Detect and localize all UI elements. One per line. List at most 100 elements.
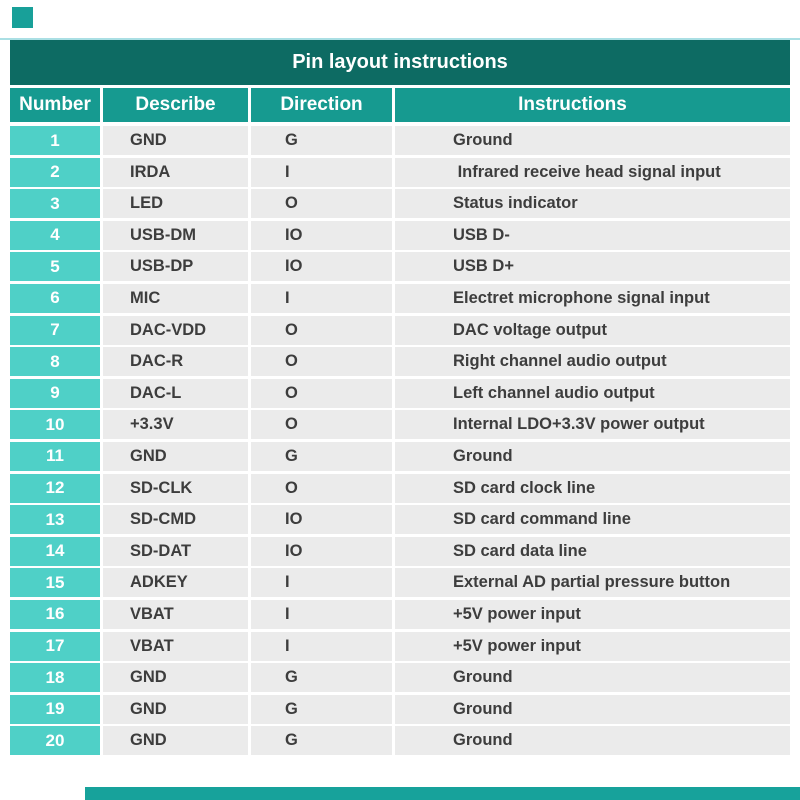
pin-layout-table: Pin layout instructions Number Describe … (10, 40, 790, 758)
pin-describe-cell: DAC-L (103, 378, 248, 408)
pin-number-cell: 11 (10, 441, 100, 471)
pin-instructions-cell: USB D+ (395, 252, 790, 282)
pin-describe-cell: SD-DAT (103, 536, 248, 566)
pin-number-cell: 19 (10, 694, 100, 724)
pin-instructions-cell: Right channel audio output (395, 347, 790, 377)
pin-number-cell: 18 (10, 663, 100, 693)
pin-instructions-cell: Left channel audio output (395, 378, 790, 408)
pin-number-cell: 6 (10, 283, 100, 313)
pin-describe-cell: +3.3V (103, 410, 248, 440)
pin-number-cell: 7 (10, 315, 100, 345)
pin-instructions-cell: SD card data line (395, 536, 790, 566)
pin-instructions-cell: DAC voltage output (395, 315, 790, 345)
pin-instructions-cell: Ground (395, 663, 790, 693)
pin-direction-cell: I (251, 283, 392, 313)
pin-direction-cell: I (251, 157, 392, 187)
pin-instructions-cell: Ground (395, 441, 790, 471)
pin-describe-cell: VBAT (103, 599, 248, 629)
pin-instructions-cell: Ground (395, 694, 790, 724)
table-body: 1 GND G Ground 2 IRDA I Infrared receive… (10, 126, 790, 756)
pin-number-cell: 10 (10, 410, 100, 440)
pin-describe-cell: LED (103, 189, 248, 219)
table-row: 15 ADKEY I External AD partial pressure … (10, 568, 790, 598)
table-row: 13 SD-CMD IO SD card command line (10, 505, 790, 535)
table-row: 5 USB-DP IO USB D+ (10, 252, 790, 282)
pin-instructions-cell: Status indicator (395, 189, 790, 219)
table-row: 16 VBAT I +5V power input (10, 599, 790, 629)
pin-number-cell: 17 (10, 631, 100, 661)
pin-describe-cell: DAC-VDD (103, 315, 248, 345)
pin-direction-cell: O (251, 347, 392, 377)
pin-instructions-cell: Infrared receive head signal input (395, 157, 790, 187)
pin-number-cell: 9 (10, 378, 100, 408)
pin-describe-cell: USB-DM (103, 220, 248, 250)
table-row: 11 GND G Ground (10, 441, 790, 471)
pin-instructions-cell: Electret microphone signal input (395, 283, 790, 313)
pin-direction-cell: I (251, 568, 392, 598)
pin-number-cell: 20 (10, 726, 100, 756)
pin-direction-cell: G (251, 126, 392, 155)
table-row: 4 USB-DM IO USB D- (10, 220, 790, 250)
pin-direction-cell: O (251, 315, 392, 345)
pin-number-cell: 14 (10, 536, 100, 566)
pin-direction-cell: O (251, 378, 392, 408)
pin-direction-cell: G (251, 663, 392, 693)
pin-direction-cell: I (251, 631, 392, 661)
pin-instructions-cell: Ground (395, 726, 790, 756)
pin-number-cell: 16 (10, 599, 100, 629)
corner-decor-square (12, 7, 33, 28)
table-row: 19 GND G Ground (10, 694, 790, 724)
table-row: 9 DAC-L O Left channel audio output (10, 378, 790, 408)
pin-describe-cell: DAC-R (103, 347, 248, 377)
pin-describe-cell: GND (103, 441, 248, 471)
pin-number-cell: 5 (10, 252, 100, 282)
bottom-decor-strip (85, 787, 800, 800)
table-title: Pin layout instructions (10, 40, 790, 85)
column-header-direction: Direction (251, 88, 392, 122)
pin-direction-cell: I (251, 599, 392, 629)
pin-describe-cell: USB-DP (103, 252, 248, 282)
pin-describe-cell: GND (103, 726, 248, 756)
pin-direction-cell: IO (251, 536, 392, 566)
pin-describe-cell: SD-CLK (103, 473, 248, 503)
table-row: 18 GND G Ground (10, 663, 790, 693)
table-row: 8 DAC-R O Right channel audio output (10, 347, 790, 377)
table-row: 10 +3.3V O Internal LDO+3.3V power outpu… (10, 410, 790, 440)
table-row: 1 GND G Ground (10, 126, 790, 155)
column-header-instructions: Instructions (395, 88, 790, 122)
pin-direction-cell: IO (251, 505, 392, 535)
top-accent-line (0, 38, 800, 40)
pin-describe-cell: GND (103, 694, 248, 724)
pin-number-cell: 13 (10, 505, 100, 535)
pin-describe-cell: GND (103, 663, 248, 693)
pin-number-cell: 1 (10, 126, 100, 155)
pin-instructions-cell: Ground (395, 126, 790, 155)
table-header-row: Number Describe Direction Instructions (10, 88, 790, 122)
column-header-number: Number (10, 88, 100, 122)
pin-instructions-cell: Internal LDO+3.3V power output (395, 410, 790, 440)
pin-direction-cell: IO (251, 252, 392, 282)
pin-describe-cell: VBAT (103, 631, 248, 661)
pin-direction-cell: IO (251, 220, 392, 250)
pin-direction-cell: G (251, 441, 392, 471)
pin-number-cell: 8 (10, 347, 100, 377)
pin-instructions-cell: +5V power input (395, 599, 790, 629)
table-row: 7 DAC-VDD O DAC voltage output (10, 315, 790, 345)
pin-describe-cell: ADKEY (103, 568, 248, 598)
pin-number-cell: 15 (10, 568, 100, 598)
pin-instructions-cell: SD card command line (395, 505, 790, 535)
table-row: 3 LED O Status indicator (10, 189, 790, 219)
column-header-describe: Describe (103, 88, 248, 122)
pin-number-cell: 12 (10, 473, 100, 503)
pin-instructions-cell: SD card clock line (395, 473, 790, 503)
pin-number-cell: 4 (10, 220, 100, 250)
pin-instructions-cell: +5V power input (395, 631, 790, 661)
pin-describe-cell: IRDA (103, 157, 248, 187)
pin-describe-cell: MIC (103, 283, 248, 313)
pin-direction-cell: G (251, 694, 392, 724)
pin-number-cell: 2 (10, 157, 100, 187)
pin-direction-cell: G (251, 726, 392, 756)
pin-direction-cell: O (251, 473, 392, 503)
pin-describe-cell: SD-CMD (103, 505, 248, 535)
pin-instructions-cell: USB D- (395, 220, 790, 250)
